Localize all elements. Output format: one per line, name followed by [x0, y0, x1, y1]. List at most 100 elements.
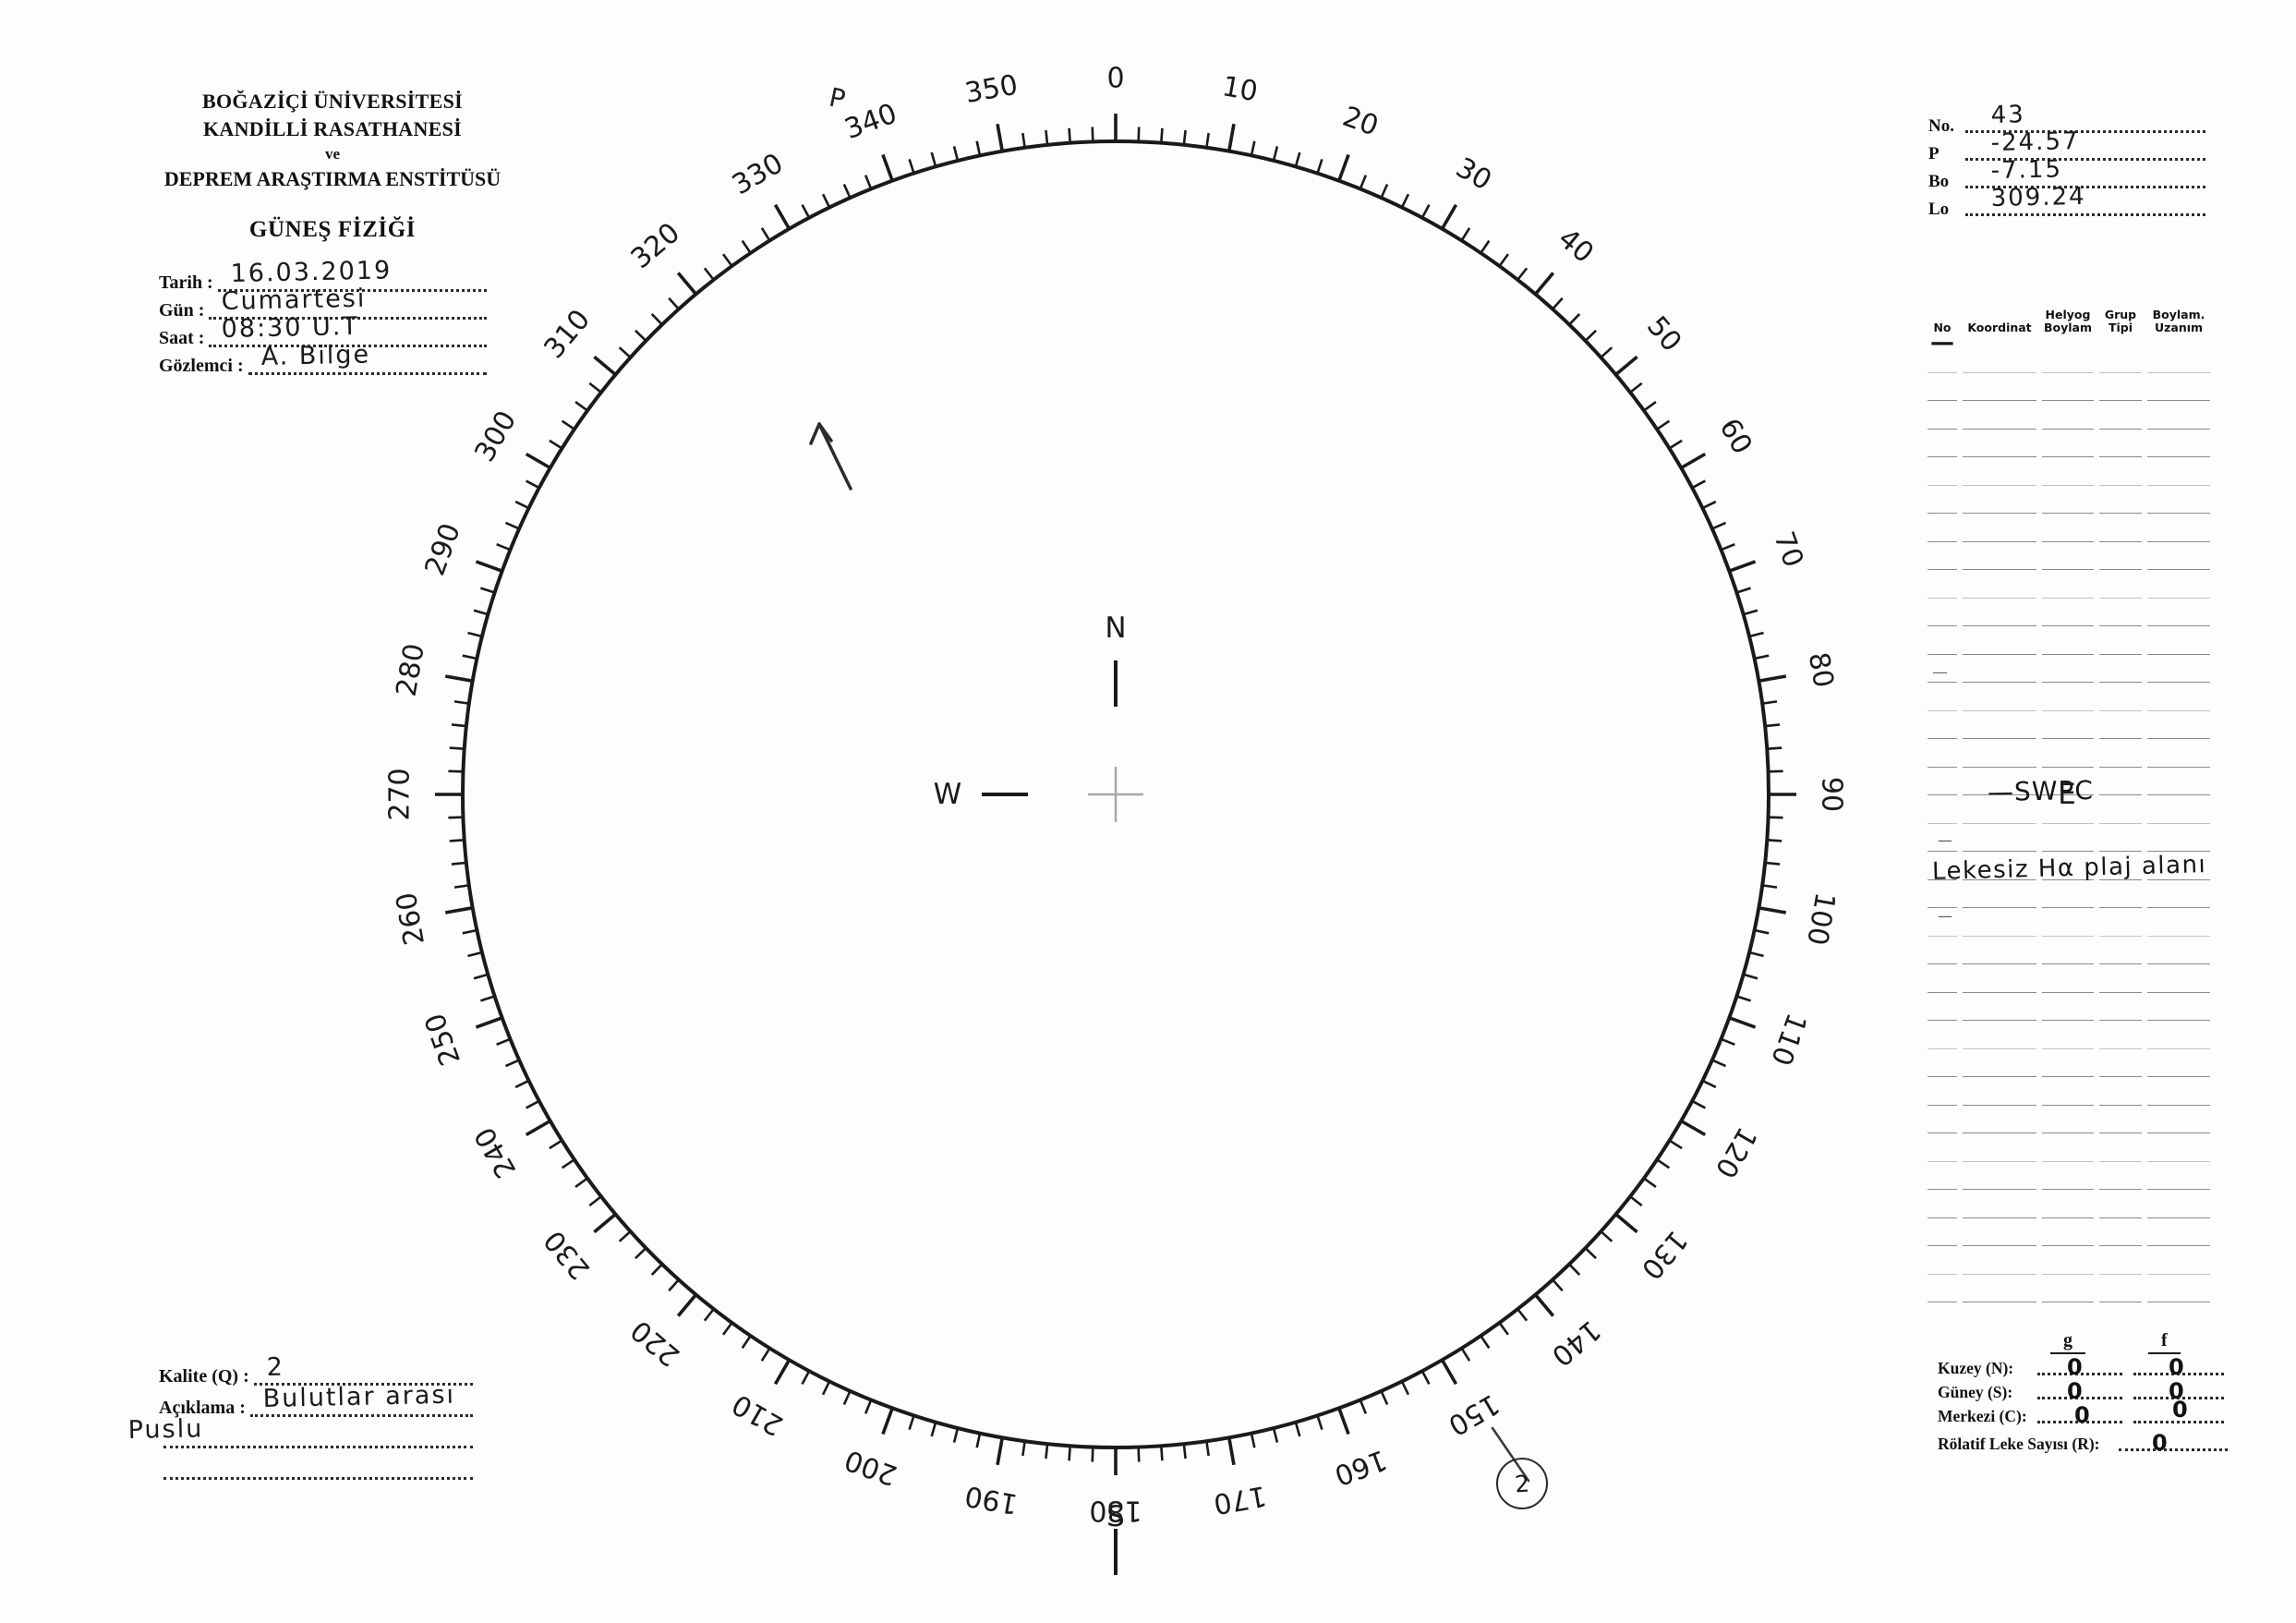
table-cell[interactable] — [1925, 541, 1960, 570]
table-cell[interactable] — [2145, 1245, 2213, 1275]
table-cell[interactable] — [2039, 682, 2097, 711]
table-cell[interactable] — [1960, 1161, 2039, 1190]
table-cell[interactable] — [1925, 1132, 1960, 1162]
table-cell[interactable] — [2039, 1245, 2097, 1275]
table-cell[interactable] — [2039, 879, 2097, 908]
table-cell[interactable] — [2097, 541, 2145, 570]
table-cell[interactable] — [2039, 400, 2097, 430]
table-cell[interactable] — [1960, 992, 2039, 1021]
table-row[interactable] — [1925, 1048, 2213, 1077]
table-cell[interactable] — [1960, 1132, 2039, 1162]
table-row[interactable] — [1925, 485, 2213, 514]
table-cell[interactable] — [1925, 851, 1960, 880]
table-cell[interactable] — [2097, 1245, 2145, 1275]
field-gozlemci[interactable]: Gözlemci : A. Bilge — [159, 341, 487, 379]
table-cell[interactable] — [2039, 710, 2097, 739]
table-cell[interactable] — [2145, 1105, 2213, 1133]
table-cell[interactable] — [2145, 513, 2213, 542]
table-cell[interactable] — [2097, 936, 2145, 964]
field-kalite[interactable]: Kalite (Q) : 2 — [159, 1353, 473, 1389]
table-cell[interactable] — [2097, 1048, 2145, 1077]
table-row[interactable] — [1925, 992, 2213, 1021]
table-cell[interactable] — [1960, 1274, 2039, 1302]
table-cell[interactable] — [1925, 598, 1960, 626]
table-cell[interactable] — [2097, 372, 2145, 401]
table-cell[interactable] — [2039, 767, 2097, 795]
table-cell[interactable] — [2097, 1274, 2145, 1302]
table-cell[interactable] — [2145, 372, 2213, 401]
table-cell[interactable] — [2097, 963, 2145, 993]
table-cell[interactable] — [2039, 1217, 2097, 1246]
table-row[interactable] — [1925, 879, 2213, 908]
table-cell[interactable] — [2097, 710, 2145, 739]
table-cell[interactable] — [1925, 936, 1960, 964]
table-row[interactable] — [1925, 710, 2213, 739]
table-cell[interactable] — [1960, 963, 2039, 993]
table-cell[interactable] — [2145, 598, 2213, 626]
table-cell[interactable] — [1960, 710, 2039, 739]
table-cell[interactable] — [2145, 879, 2213, 908]
table-cell[interactable] — [1925, 710, 1960, 739]
table-cell[interactable] — [2145, 1217, 2213, 1246]
table-cell[interactable] — [2039, 1189, 2097, 1218]
table-cell[interactable] — [2097, 456, 2145, 486]
table-cell[interactable] — [1960, 1217, 2039, 1246]
table-row[interactable] — [1925, 1105, 2213, 1133]
table-cell[interactable] — [1960, 851, 2039, 880]
table-row[interactable] — [1925, 907, 2213, 937]
table-cell[interactable] — [2145, 485, 2213, 514]
table-cell[interactable] — [2039, 1048, 2097, 1077]
table-cell[interactable] — [2097, 1132, 2145, 1162]
table-cell[interactable] — [2097, 598, 2145, 626]
table-cell[interactable] — [2097, 682, 2145, 711]
table-cell[interactable] — [1960, 682, 2039, 711]
table-cell[interactable] — [2097, 992, 2145, 1021]
table-cell[interactable] — [2097, 851, 2145, 880]
table-cell[interactable] — [1960, 823, 2039, 852]
field-saat[interactable]: Saat : 08:30 U.T — [159, 312, 487, 351]
table-row[interactable] — [1925, 823, 2213, 852]
table-cell[interactable] — [1925, 682, 1960, 711]
table-cell[interactable] — [2039, 1076, 2097, 1106]
table-cell[interactable] — [2145, 907, 2213, 937]
table-cell[interactable] — [2097, 1105, 2145, 1133]
table-cell[interactable] — [2145, 963, 2213, 993]
param-p[interactable]: P -24.57 — [1928, 127, 2205, 164]
table-row[interactable] — [1925, 456, 2213, 486]
table-cell[interactable] — [1960, 879, 2039, 908]
table-row[interactable] — [1925, 682, 2213, 711]
table-cell[interactable] — [2039, 738, 2097, 768]
table-cell[interactable] — [1925, 344, 1960, 373]
table-cell[interactable] — [2145, 936, 2213, 964]
table-cell[interactable] — [2145, 456, 2213, 486]
table-cell[interactable] — [2097, 625, 2145, 655]
table-cell[interactable] — [1925, 569, 1960, 599]
param-lo[interactable]: Lo 309.24 — [1928, 183, 2205, 220]
table-cell[interactable] — [1960, 344, 2039, 373]
table-row[interactable] — [1925, 1020, 2213, 1049]
table-cell[interactable] — [2097, 654, 2145, 683]
table-cell[interactable] — [2097, 1217, 2145, 1246]
table-cell[interactable] — [1960, 1105, 2039, 1133]
table-cell[interactable] — [2145, 823, 2213, 852]
table-row[interactable] — [1925, 1132, 2213, 1162]
table-row[interactable] — [1925, 1189, 2213, 1218]
table-cell[interactable] — [2145, 710, 2213, 739]
table-cell[interactable] — [1960, 456, 2039, 486]
table-cell[interactable] — [2039, 541, 2097, 570]
table-cell[interactable] — [1960, 767, 2039, 795]
table-cell[interactable] — [2039, 598, 2097, 626]
table-cell[interactable] — [1925, 429, 1960, 457]
table-cell[interactable] — [2039, 1020, 2097, 1049]
table-cell[interactable] — [1960, 936, 2039, 964]
table-cell[interactable] — [1960, 485, 2039, 514]
table-cell[interactable] — [2145, 682, 2213, 711]
table-cell[interactable] — [1960, 654, 2039, 683]
solar-disk-dial[interactable]: 0 10 20 30 40 50 60 70 80 90 100 110 120 130 140 150 160… — [377, 55, 2076, 1575]
table-cell[interactable] — [2145, 992, 2213, 1021]
table-cell[interactable] — [1960, 1076, 2039, 1106]
table-cell[interactable] — [1925, 485, 1960, 514]
table-cell[interactable] — [2039, 936, 2097, 964]
table-cell[interactable] — [2097, 1189, 2145, 1218]
table-cell[interactable] — [2097, 823, 2145, 852]
